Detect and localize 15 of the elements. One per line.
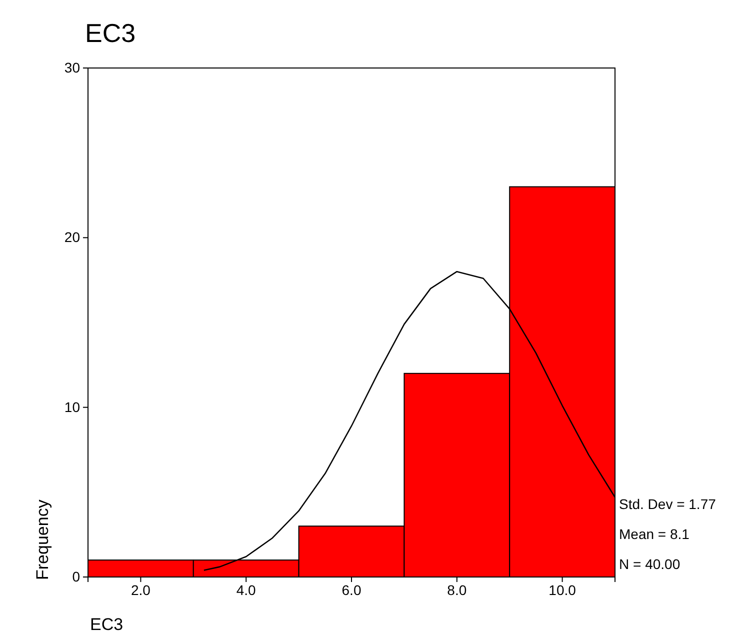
x-tick-label: 8.0 [447, 582, 467, 598]
y-tick-label: 10 [64, 398, 80, 415]
x-axis-title: EC3 [90, 615, 124, 634]
y-tick-label: 20 [64, 229, 80, 246]
y-axis-title: Frequency [33, 499, 52, 580]
y-tick-label: 0 [72, 568, 80, 584]
x-tick-label: 2.0 [130, 582, 151, 598]
y-tick-label: 30 [64, 59, 80, 76]
x-tick-label: 4.0 [236, 582, 256, 598]
chart-title: EC3 [85, 18, 136, 48]
text: Mean = 8.1 [619, 526, 690, 542]
text: N = 40.00 [619, 556, 680, 572]
x-tick-label: 6.0 [342, 582, 362, 598]
text: Std. Dev = 1.77 [619, 496, 716, 512]
x-tick-label: 10.0 [548, 582, 576, 598]
